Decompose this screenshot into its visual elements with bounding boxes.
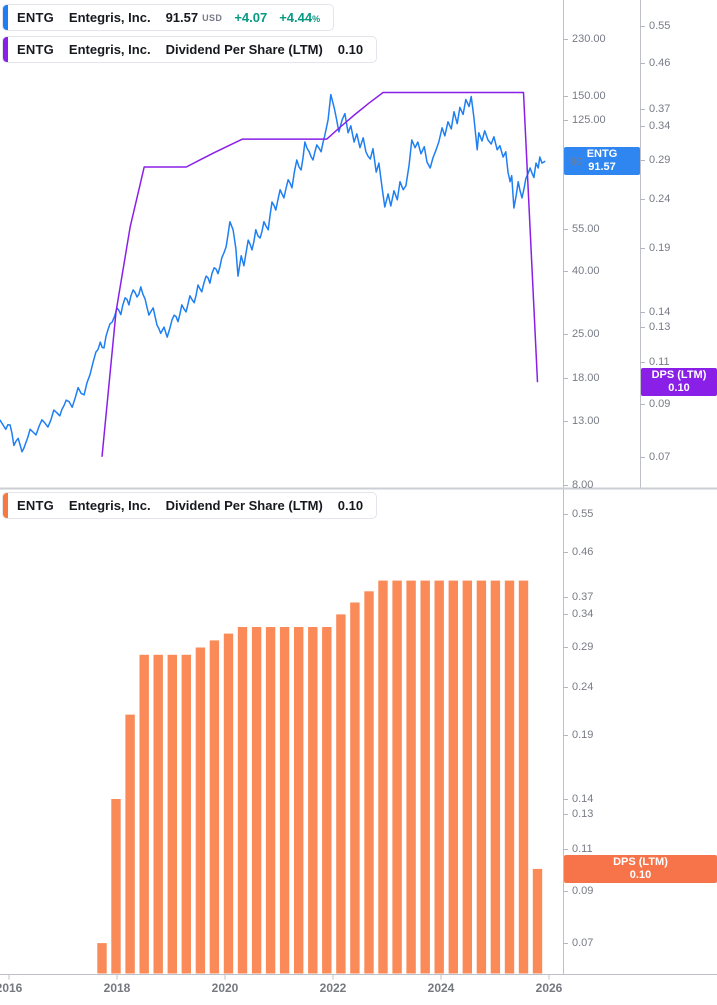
dividend-tick-0.14: 0.14 xyxy=(640,306,670,318)
price-tick-8.00: 8.00 xyxy=(563,479,593,491)
dividend-tick-0.09: 0.09 xyxy=(640,398,670,410)
price-series-marker xyxy=(3,5,8,30)
dividend-pane-tick-0.13: 0.13 xyxy=(563,808,593,820)
year-label-2026: 2026 xyxy=(535,981,563,995)
dps-badge-title: DPS (LTM) xyxy=(651,369,707,381)
legend-change-percent: +4.44% xyxy=(279,10,321,25)
price-tick-13.00: 13.00 xyxy=(563,415,600,427)
dividend-tick-0.19: 0.19 xyxy=(640,242,670,254)
year-label-2016: 2016 xyxy=(0,981,23,995)
legend-company-name: Entegris, Inc. xyxy=(68,42,151,57)
dps-badge-title: DPS (LTM) xyxy=(613,856,668,868)
legend-ticker: ENTG xyxy=(17,10,54,25)
legend-series-title: Dividend Per Share (LTM) xyxy=(165,42,323,57)
legend-company-name: Entegris, Inc. xyxy=(68,10,151,25)
year-label-2020: 2020 xyxy=(211,981,239,995)
legend-series-value: 0.10 xyxy=(337,498,364,513)
price-series-legend[interactable]: ENTG Entegris, Inc. 91.57 USD +4.07 +4.4… xyxy=(2,4,335,31)
dividend-tick-0.24: 0.24 xyxy=(640,193,670,205)
dividend-tick-0.13: 0.13 xyxy=(640,321,670,333)
dividend-pane-tick-0.19: 0.19 xyxy=(563,729,593,741)
dividend-tick-0.29: 0.29 xyxy=(640,154,670,166)
year-label-2024: 2024 xyxy=(427,981,455,995)
price-tick-18.00: 18.00 xyxy=(563,372,600,384)
price-tick-25.00: 25.00 xyxy=(563,328,600,340)
dividend-pane-tick-0.55: 0.55 xyxy=(563,508,593,520)
legend-series-value: 0.10 xyxy=(337,42,364,57)
dividend-pane-tick-0.09: 0.09 xyxy=(563,885,593,897)
dividend-bar-series-marker xyxy=(3,493,8,518)
dividend-tick-0.46: 0.46 xyxy=(640,57,670,69)
dividend-pane-tick-0.07: 0.07 xyxy=(563,937,593,949)
last-price-badge-value: 91.57 xyxy=(588,161,616,173)
dps-ltm-badge-top: DPS (LTM) 0.10 xyxy=(641,368,717,396)
legend-change-absolute: +4.07 xyxy=(234,10,268,25)
dividend-pane-tick-0.34: 0.34 xyxy=(563,608,593,620)
legend-currency: USD xyxy=(202,12,223,23)
dividend-pane-tick-0.29: 0.29 xyxy=(563,641,593,653)
dividend-pane-tick-0.11: 0.11 xyxy=(563,843,593,855)
dividend-tick-0.55: 0.55 xyxy=(640,20,670,32)
top-chart-area[interactable] xyxy=(0,0,563,488)
last-price-badge-ticker: ENTG xyxy=(586,148,618,160)
legend-last-price: 91.57 xyxy=(165,10,199,25)
dividend-series-marker xyxy=(3,37,8,62)
dividend-pane-tick-0.46: 0.46 xyxy=(563,546,593,558)
dividend-pane-tick-0.24: 0.24 xyxy=(563,681,593,693)
price-tick-125.00: 125.00 xyxy=(563,114,606,126)
dividend-tick-0.37: 0.37 xyxy=(640,103,670,115)
legend-company-name: Entegris, Inc. xyxy=(68,498,151,513)
dividend-tick-0.11: 0.11 xyxy=(640,356,670,368)
last-price-badge: ENTG 91.57 xyxy=(564,147,640,175)
dividend-pane-tick-0.14: 0.14 xyxy=(563,793,593,805)
bottom-chart-area[interactable] xyxy=(0,489,563,974)
year-label-2018: 2018 xyxy=(103,981,131,995)
dps-ltm-badge-bottom: DPS (LTM) 0.10 xyxy=(564,855,717,883)
legend-ticker: ENTG xyxy=(17,42,54,57)
price-tick-90-label: 90 xyxy=(570,156,583,168)
dividend-overlay-legend[interactable]: ENTG Entegris, Inc. Dividend Per Share (… xyxy=(2,36,378,63)
price-tick-40.00: 40.00 xyxy=(563,265,600,277)
dividend-tick-0.34: 0.34 xyxy=(640,120,670,132)
legend-ticker: ENTG xyxy=(17,498,54,513)
dps-badge-value: 0.10 xyxy=(629,869,652,881)
year-label-2022: 2022 xyxy=(319,981,347,995)
percent-sign: % xyxy=(312,14,321,24)
legend-series-title: Dividend Per Share (LTM) xyxy=(165,498,323,513)
dividend-pane-legend[interactable]: ENTG Entegris, Inc. Dividend Per Share (… xyxy=(2,492,378,519)
price-tick-230.00: 230.00 xyxy=(563,33,606,45)
dividend-tick-0.07: 0.07 xyxy=(640,451,670,463)
dividend-pane-tick-0.37: 0.37 xyxy=(563,591,593,603)
price-tick-150.00: 150.00 xyxy=(563,90,606,102)
price-tick-55.00: 55.00 xyxy=(563,223,600,235)
dps-badge-value: 0.10 xyxy=(668,382,690,394)
